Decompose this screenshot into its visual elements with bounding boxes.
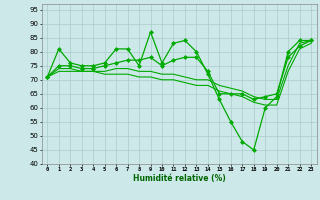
X-axis label: Humidité relative (%): Humidité relative (%) [133, 174, 226, 183]
